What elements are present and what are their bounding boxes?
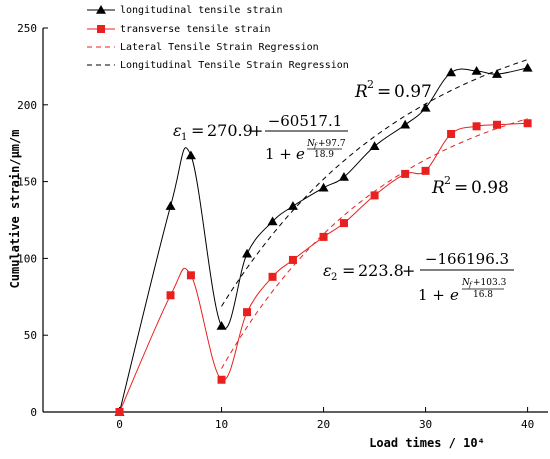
svg-text:16.8: 16.8 (473, 290, 493, 300)
legend-label-lateral-regression: Lateral Tensile Strain Regression (120, 42, 319, 53)
longitudinal-data-point (242, 248, 253, 258)
svg-text:N: N (461, 278, 471, 288)
legend-label-longitudinal-regression: Longitudinal Tensile Strain Regression (120, 60, 349, 71)
transverse-data-point (243, 308, 252, 317)
svg-text:18.9: 18.9 (314, 150, 334, 160)
longitudinal-data-point (185, 150, 196, 160)
svg-text:+: + (402, 261, 415, 280)
svg-text:R: R (354, 82, 368, 102)
svg-text:+103.3: +103.3 (473, 278, 507, 288)
r2-longitudinal-annotation: R 2 = 0.97 (354, 78, 432, 102)
svg-text:f: f (468, 281, 473, 289)
svg-text:e: e (296, 145, 305, 163)
transverse-data-point (186, 271, 195, 280)
regression-equation-1: ε 1 = 270.9 + −60517.1 1 + e N f +97.7 1… (173, 112, 348, 163)
x-tick-label: 10 (215, 418, 228, 431)
transverse-data-point (217, 375, 226, 384)
longitudinal-data-point (522, 62, 533, 72)
r2-transverse-annotation: R 2 = 0.98 (431, 174, 509, 198)
r2-longitudinal-value: 0.97 (394, 82, 432, 102)
transverse-data-point (370, 191, 379, 200)
svg-text:2: 2 (444, 174, 451, 187)
longitudinal-data-point (338, 171, 349, 181)
transverse-data-point (166, 291, 175, 300)
transverse-data-point (472, 122, 481, 131)
longitudinal-data-point (165, 201, 176, 210)
svg-text:−60517.1: −60517.1 (268, 112, 343, 130)
legend-label-transverse: transverse tensile strain (120, 24, 271, 35)
longitudinal-data-point (471, 66, 482, 75)
transverse-data-point (492, 120, 501, 129)
transverse-data-point (268, 272, 277, 281)
y-tick-label: 0 (30, 406, 37, 419)
longitudinal-data-point (216, 320, 227, 330)
longitudinal-data-point (400, 119, 411, 129)
svg-text:+97.7: +97.7 (318, 139, 346, 149)
longitudinal-data-point (287, 201, 298, 210)
svg-text:f: f (313, 142, 318, 150)
x-tick-label: 40 (521, 418, 534, 431)
svg-text:=: = (377, 82, 391, 102)
svg-text:=: = (191, 121, 204, 140)
svg-text:=: = (454, 178, 468, 198)
svg-text:270.9: 270.9 (207, 121, 253, 140)
svg-text:R: R (431, 178, 445, 198)
svg-text:223.8: 223.8 (358, 261, 404, 280)
svg-text:+: + (250, 121, 263, 140)
svg-text:2: 2 (331, 272, 337, 283)
longitudinal-data-point (446, 67, 457, 77)
regression-equation-2: ε 2 = 223.8 + −166196.3 1 + e N f +103.3… (323, 250, 514, 304)
x-tick-label: 20 (317, 418, 330, 431)
svg-text:1: 1 (181, 132, 187, 143)
svg-text:e: e (450, 286, 459, 304)
y-axis-label: Cumulative strain/μm/m (8, 130, 22, 289)
longitudinal-data-point (369, 141, 380, 151)
x-tick-label: 0 (116, 418, 123, 431)
longitudinal-data-point (267, 216, 278, 226)
transverse-data-point (288, 255, 297, 264)
svg-text:N: N (306, 139, 316, 149)
svg-text:ε: ε (323, 261, 332, 280)
legend-marker-transverse (97, 25, 105, 33)
y-tick-label: 150 (17, 176, 37, 189)
transverse-data-point (401, 169, 410, 178)
y-tick-label: 250 (17, 22, 37, 35)
svg-text:1 +: 1 + (418, 286, 445, 304)
svg-text:ε: ε (173, 121, 182, 140)
r2-transverse-value: 0.98 (471, 178, 509, 198)
svg-text:=: = (342, 261, 355, 280)
legend: longitudinal tensile strain transverse t… (87, 5, 349, 71)
longitudinal-data-point (318, 182, 329, 192)
svg-text:1 +: 1 + (265, 145, 292, 163)
transverse-data-point (447, 129, 456, 138)
x-axis-label: Load times / 10⁴ (369, 436, 485, 450)
x-tick-label: 30 (419, 418, 432, 431)
svg-text:2: 2 (367, 78, 374, 91)
y-tick-label: 200 (17, 99, 37, 112)
transverse-data-point (319, 232, 328, 241)
legend-marker-longitudinal (96, 5, 106, 14)
transverse-data-point (115, 408, 124, 416)
svg-text:−166196.3: −166196.3 (425, 250, 509, 268)
transverse-data-point (523, 119, 532, 128)
y-tick-label: 100 (17, 252, 37, 265)
longitudinal-data-point (491, 69, 502, 78)
transverse-data-point (421, 166, 430, 175)
lateral-regression-curve (221, 118, 528, 369)
legend-label-longitudinal: longitudinal tensile strain (120, 5, 283, 16)
y-tick-label: 50 (24, 329, 37, 342)
longitudinal-data-point (420, 102, 431, 112)
transverse-data-point (339, 219, 348, 228)
